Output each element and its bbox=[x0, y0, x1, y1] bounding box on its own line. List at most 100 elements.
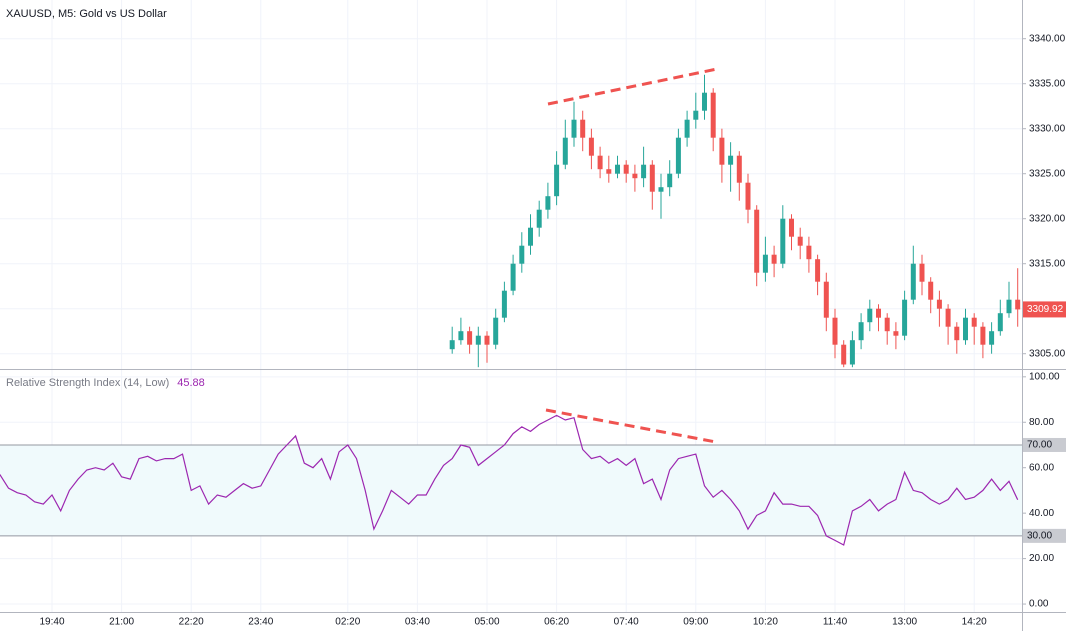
axes: 19:40 21:00 22:20 23:40 02:20 03:40 05:00 06:20… bbox=[39, 33, 1066, 628]
candle-body bbox=[997, 313, 1003, 332]
y-tick-label: 3335.00 bbox=[1029, 78, 1066, 89]
candle-body bbox=[554, 164, 560, 197]
x-tick-label: 23:40 bbox=[248, 617, 273, 628]
x-tick-label: 07:40 bbox=[614, 617, 639, 628]
candle-body bbox=[458, 331, 464, 341]
candle-body bbox=[493, 317, 499, 345]
y-tick-label: 60.00 bbox=[1029, 462, 1054, 473]
candle-body bbox=[823, 281, 829, 318]
x-tick-label: 14:20 bbox=[962, 617, 987, 628]
candle-body bbox=[580, 119, 586, 138]
candle-body bbox=[841, 344, 847, 365]
x-tick-label: 06:20 bbox=[544, 617, 569, 628]
candle-body bbox=[876, 308, 881, 318]
candle-body bbox=[597, 155, 603, 170]
candle-body bbox=[928, 281, 934, 300]
level-band bbox=[0, 444, 1022, 536]
x-tick-label: 02:20 bbox=[335, 617, 360, 628]
divergence-line bbox=[547, 67, 718, 106]
candle-body bbox=[989, 331, 995, 345]
candle-body bbox=[467, 331, 473, 345]
candle-body bbox=[649, 164, 655, 192]
x-tick-label: 03:40 bbox=[405, 617, 430, 628]
candle-body bbox=[615, 164, 620, 174]
level-badge bbox=[1023, 437, 1066, 452]
candle-body bbox=[510, 263, 516, 291]
candle-body bbox=[762, 254, 768, 273]
candle-body bbox=[728, 155, 734, 165]
candle-body bbox=[719, 137, 725, 165]
y-tick-label: 3325.00 bbox=[1029, 168, 1066, 179]
y-tick-label: 40.00 bbox=[1029, 508, 1054, 519]
candle-body bbox=[919, 263, 925, 282]
y-tick-label: 20.00 bbox=[1029, 553, 1054, 564]
level-label: 30.00 bbox=[1027, 531, 1052, 542]
y-tick-label: 3315.00 bbox=[1029, 258, 1066, 269]
candle-body bbox=[936, 299, 942, 309]
candle-body bbox=[893, 331, 899, 336]
candle-body bbox=[545, 196, 551, 210]
candle-body bbox=[562, 137, 568, 165]
candle-body bbox=[693, 110, 699, 120]
candle-body bbox=[519, 245, 525, 264]
y-tick-label: 3340.00 bbox=[1029, 33, 1066, 44]
candle-body bbox=[910, 263, 916, 300]
candle-body bbox=[528, 227, 533, 246]
candle-body bbox=[449, 340, 455, 350]
indicator-title: Relative Strength Index (14, Low) bbox=[6, 377, 169, 389]
x-tick-label: 19:40 bbox=[39, 617, 64, 628]
y-tick-label: 80.00 bbox=[1029, 417, 1054, 428]
candle-body bbox=[771, 254, 777, 264]
candle-body bbox=[475, 335, 481, 345]
candle-body bbox=[710, 92, 716, 138]
candle-body bbox=[980, 326, 986, 345]
chart-title: XAUUSD, M5: Gold vs US Dollar bbox=[6, 8, 167, 20]
candle-body bbox=[632, 173, 638, 179]
price-pane bbox=[449, 74, 1021, 368]
candle-body bbox=[736, 155, 742, 183]
candle-body bbox=[954, 326, 960, 341]
rsi-pane bbox=[0, 414, 1022, 546]
candle-body bbox=[963, 317, 968, 341]
candle-body bbox=[780, 218, 786, 264]
candle-body bbox=[484, 335, 490, 345]
last-price-badge bbox=[1023, 301, 1066, 318]
last-price-label: 3309.92 bbox=[1027, 304, 1064, 315]
candle-body bbox=[789, 218, 794, 237]
candle-body bbox=[1015, 299, 1021, 310]
candle-body bbox=[858, 322, 864, 341]
candle-body bbox=[867, 308, 873, 323]
rsi-line bbox=[0, 414, 1019, 546]
level-label: 70.00 bbox=[1027, 440, 1052, 451]
candle-body bbox=[684, 119, 690, 138]
candle-body bbox=[754, 209, 760, 273]
y-tick-label: 100.00 bbox=[1029, 371, 1060, 382]
y-tick-label: 0.00 bbox=[1029, 599, 1049, 610]
y-tick-label: 3305.00 bbox=[1029, 348, 1066, 359]
divergence-line bbox=[545, 408, 717, 444]
candle-body bbox=[536, 209, 542, 228]
candle-body bbox=[797, 236, 803, 246]
candle-body bbox=[945, 308, 951, 327]
indicator-value: 45.88 bbox=[177, 377, 205, 389]
x-tick-label: 11:40 bbox=[823, 617, 848, 628]
candle-body bbox=[745, 182, 751, 210]
candle-body bbox=[1006, 299, 1012, 314]
candle-body bbox=[702, 92, 707, 111]
candle-body bbox=[884, 317, 890, 332]
y-tick-label: 3320.00 bbox=[1029, 213, 1066, 224]
y-tick-label: 3330.00 bbox=[1029, 123, 1066, 134]
candle-body bbox=[501, 290, 507, 318]
x-tick-label: 22:20 bbox=[179, 617, 204, 628]
candle-body bbox=[832, 317, 838, 345]
x-tick-label: 13:00 bbox=[892, 617, 917, 628]
x-tick-label: 09:00 bbox=[683, 617, 708, 628]
x-tick-label: 10:20 bbox=[753, 617, 778, 628]
x-tick-label: 21:00 bbox=[109, 617, 134, 628]
candle-body bbox=[588, 137, 594, 156]
candle-body bbox=[806, 245, 812, 260]
candle-body bbox=[675, 137, 681, 174]
candle-body bbox=[902, 299, 908, 336]
candle-body bbox=[971, 317, 977, 327]
